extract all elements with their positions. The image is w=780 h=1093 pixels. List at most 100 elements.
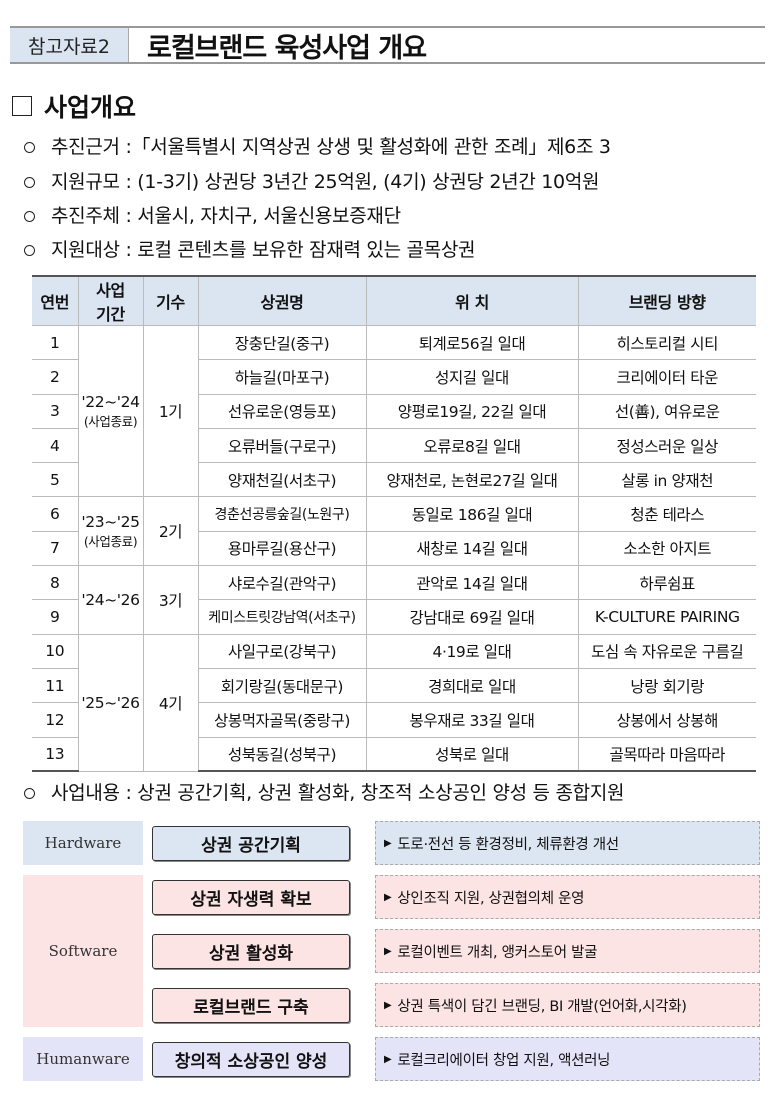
- column-header: 연번: [32, 275, 79, 326]
- circle-bullet-icon: [24, 177, 35, 188]
- table-row: 9 케미스트릿강남역(서초구) 강남대로 69길 일대 K-CULTURE PAIRI…: [32, 599, 756, 635]
- table-row: 12 상봉먹자골목(중랑구) 봉우재로 33길 일대 상봉에서 상봉해: [32, 702, 756, 738]
- cell-number: 2: [32, 359, 79, 395]
- cell-location: 양평로19길, 22길 일대: [365, 393, 579, 429]
- program-box: 상권 공간기획: [152, 826, 350, 861]
- period-note: (사업종료): [83, 413, 138, 429]
- program-description: ▶ 상인조직 지원, 상권협의체 운영: [375, 875, 760, 919]
- local-brand-table: 연번 사업 기간 기수 상권명 위 치 브랜딩 방향 1'22~'24 (사업종료) 1기 장충…: [32, 275, 756, 773]
- table-row: 8'24~'26 3기 샤로수길(관악구) 관악로 14길 일대 하루쉼표: [32, 565, 756, 635]
- description-text: 도로·전선 등 환경정비, 체류환경 개선: [397, 836, 619, 853]
- cell-district-name: 양재천길(서초구): [197, 462, 367, 498]
- cell-location: 관악로 14길 일대: [365, 565, 579, 601]
- circle-bullet-icon: [24, 142, 35, 153]
- program-box: 상권 활성화: [152, 934, 350, 969]
- cell-period: '25~'26: [77, 633, 144, 772]
- cell-number: 5: [32, 462, 79, 498]
- cell-number: 7: [32, 530, 79, 567]
- cell-period: '23~'25 (사업종료): [77, 496, 144, 567]
- description-text: 로컬이벤트 개최, 앵커스토어 발굴: [397, 944, 598, 961]
- cell-district-name: 사일구로(강북구): [197, 633, 367, 669]
- cell-number: 10: [32, 633, 79, 669]
- cell-period: '22~'24 (사업종료): [77, 324, 144, 498]
- cell-district-name: 성북동길(성북구): [197, 736, 367, 773]
- cell-location: 성지길 일대: [365, 359, 579, 395]
- column-header: 위 치: [365, 275, 579, 326]
- cell-district-name: 장충단길(중구): [197, 324, 367, 361]
- cell-generation: 4기: [142, 633, 199, 772]
- bullet-text: 추진근거 :「서울특별시 지역상권 상생 및 활성화에 관한 조례」제6조 3: [51, 136, 611, 158]
- cell-branding: 낭랑 회기랑: [577, 667, 756, 704]
- table-row: 4 오류버들(구로구) 오류로8길 일대 정성스러운 일상: [32, 427, 756, 464]
- description-text: 상권 특색이 담긴 브랜딩, BI 개발(언어화,시각화): [397, 998, 687, 1015]
- cell-branding: 도심 속 자유로운 구름길: [577, 633, 756, 669]
- cell-location: 오류로8길 일대: [365, 427, 579, 464]
- triangle-bullet-icon: ▶: [384, 891, 392, 903]
- cell-number: 13: [32, 736, 79, 773]
- table-row: 6'23~'25 (사업종료) 2기 경춘선공릉숲길(노원구) 동일로 186길 일대 청…: [32, 496, 756, 567]
- cell-branding: 하루쉼표: [577, 565, 756, 601]
- triangle-bullet-icon: ▶: [384, 999, 392, 1011]
- cell-generation: 2기: [142, 496, 199, 567]
- cell-generation: 3기: [142, 565, 199, 635]
- column-header: 기수: [142, 275, 199, 326]
- cell-location: 양재천로, 논현로27길 일대: [365, 462, 579, 498]
- cell-branding: 정성스러운 일상: [577, 427, 756, 464]
- cell-district-name: 케미스트릿강남역(서초구): [197, 599, 367, 635]
- program-box: 상권 자생력 확보: [152, 880, 350, 915]
- page-title: 로컬브랜드 육성사업 개요: [147, 32, 427, 64]
- period-text: '23~'25: [81, 512, 140, 531]
- table-row: 10 '25~'26 4기 사일구로(강북구) 4·19로 일대 도심 속 자유로운 구름…: [32, 633, 756, 772]
- circle-bullet-icon: [24, 788, 35, 799]
- cell-generation: 1기: [142, 324, 199, 498]
- column-header: 브랜딩 방향: [577, 275, 756, 326]
- triangle-bullet-icon: ▶: [384, 945, 392, 957]
- cell-period: '24~'26: [77, 565, 144, 635]
- bullet: 지원대상 : 로컬 콘텐츠를 보유한 잠재력 있는 골목상권: [24, 235, 476, 262]
- cell-branding: 크리에이터 타운: [577, 359, 756, 395]
- program-description: ▶ 로컬크리에이터 창업 지원, 액션러닝: [375, 1037, 760, 1081]
- cell-number: 3: [32, 393, 79, 429]
- circle-bullet-icon: [24, 211, 35, 222]
- program-description: ▶ 로컬이벤트 개최, 앵커스토어 발굴: [375, 929, 760, 973]
- checkbox-square-icon: [12, 96, 32, 116]
- cell-number: 11: [32, 667, 79, 704]
- cell-district-name: 샤로수길(관악구): [197, 565, 367, 601]
- cell-branding: 소소한 아지트: [577, 530, 756, 567]
- cell-location: 성북로 일대: [365, 736, 579, 773]
- cell-location: 경희대로 일대: [365, 667, 579, 704]
- cell-district-name: 선유로운(영등포): [197, 393, 367, 429]
- reference-label: 참고자료2: [10, 28, 129, 62]
- cell-number: 12: [32, 702, 79, 738]
- section-title: 사업개요: [44, 93, 137, 122]
- program-box: 창의적 소상공인 양성: [152, 1042, 350, 1077]
- cell-district-name: 회기랑길(동대문구): [197, 667, 367, 704]
- triangle-bullet-icon: ▶: [384, 837, 392, 849]
- cell-location: 퇴계로56길 일대: [365, 324, 579, 361]
- period-text: '24~'26: [81, 590, 140, 609]
- period-note: (사업종료): [83, 533, 138, 549]
- cell-number: 9: [32, 599, 79, 635]
- category-hardware: Hardware: [23, 821, 143, 865]
- cell-location: 봉우재로 33길 일대: [365, 702, 579, 738]
- cell-location: 새창로 14길 일대: [365, 530, 579, 567]
- category-humanware: Humanware: [23, 1037, 143, 1081]
- bullet-text: 지원대상 : 로컬 콘텐츠를 보유한 잠재력 있는 골목상권: [51, 239, 476, 261]
- cell-location: 4·19로 일대: [365, 633, 579, 669]
- bullet-text: 사업내용 : 상권 공간기획, 상권 활성화, 창조적 소상공인 양성 등 종합…: [51, 782, 625, 804]
- bullet: 추진근거 :「서울특별시 지역상권 상생 및 활성화에 관한 조례」제6조 3: [24, 132, 611, 159]
- table-row: 13 성북동길(성북구) 성북로 일대 골목따라 마음따라: [32, 736, 756, 773]
- cell-location: 동일로 186길 일대: [365, 496, 579, 532]
- cell-district-name: 오류버들(구로구): [197, 427, 367, 464]
- category-software: Software: [23, 875, 143, 1027]
- cell-district-name: 하늘길(마포구): [197, 359, 367, 395]
- cell-number: 4: [32, 427, 79, 464]
- column-header: 상권명: [197, 275, 367, 326]
- cell-number: 1: [32, 324, 79, 361]
- cell-district-name: 용마루길(용산구): [197, 530, 367, 567]
- program-description: ▶ 도로·전선 등 환경정비, 체류환경 개선: [375, 821, 760, 865]
- circle-bullet-icon: [24, 245, 35, 256]
- cell-number: 6: [32, 496, 79, 532]
- program-description: ▶ 상권 특색이 담긴 브랜딩, BI 개발(언어화,시각화): [375, 983, 760, 1027]
- cell-branding: 골목따라 마음따라: [577, 736, 756, 773]
